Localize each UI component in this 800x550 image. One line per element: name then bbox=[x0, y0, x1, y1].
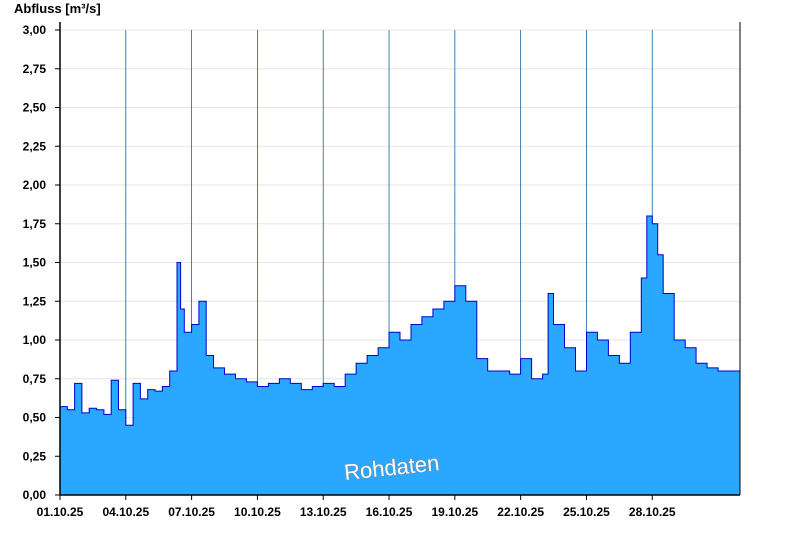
y-tick-label-2: 0,50 bbox=[23, 411, 47, 425]
x-tick-label-4: 13.10.25 bbox=[300, 505, 347, 519]
x-tick-label-6: 19.10.25 bbox=[431, 505, 478, 519]
x-tick-label-5: 16.10.25 bbox=[366, 505, 413, 519]
x-axis-ticks: 01.10.25 04.10.25 07.10.25 10.10.25 13.10.25… bbox=[37, 495, 676, 519]
x-tick-label-7: 22.10.25 bbox=[497, 505, 544, 519]
y-tick-label-5: 1,25 bbox=[23, 294, 47, 308]
y-tick-label-1: 0,25 bbox=[23, 449, 47, 463]
y-tick-label-11: 2,75 bbox=[23, 62, 47, 76]
y-tick-label-12: 3,00 bbox=[23, 23, 47, 37]
y-tick-label-7: 1,75 bbox=[23, 217, 47, 231]
x-tick-label-9: 28.10.25 bbox=[629, 505, 676, 519]
y-tick-label-9: 2,25 bbox=[23, 139, 47, 153]
y-axis-title: Abfluss [m³/s] bbox=[14, 1, 101, 16]
y-tick-label-8: 2,00 bbox=[23, 178, 47, 192]
x-tick-label-3: 10.10.25 bbox=[234, 505, 281, 519]
y-tick-label-3: 0,75 bbox=[23, 372, 47, 386]
y-axis-ticks: 0,00 0,25 0,50 0,75 1,00 1,25 1,50 1,75 2,00 2,25… bbox=[23, 23, 60, 502]
x-tick-label-8: 25.10.25 bbox=[563, 505, 610, 519]
x-tick-label-0: 01.10.25 bbox=[37, 505, 84, 519]
discharge-area bbox=[60, 216, 740, 495]
y-tick-label-0: 0,00 bbox=[23, 488, 47, 502]
y-tick-label-6: 1,50 bbox=[23, 256, 47, 270]
x-tick-label-1: 04.10.25 bbox=[102, 505, 149, 519]
x-tick-label-2: 07.10.25 bbox=[168, 505, 215, 519]
y-tick-label-4: 1,00 bbox=[23, 333, 47, 347]
discharge-line bbox=[60, 215, 740, 426]
y-tick-label-10: 2,50 bbox=[23, 101, 47, 115]
